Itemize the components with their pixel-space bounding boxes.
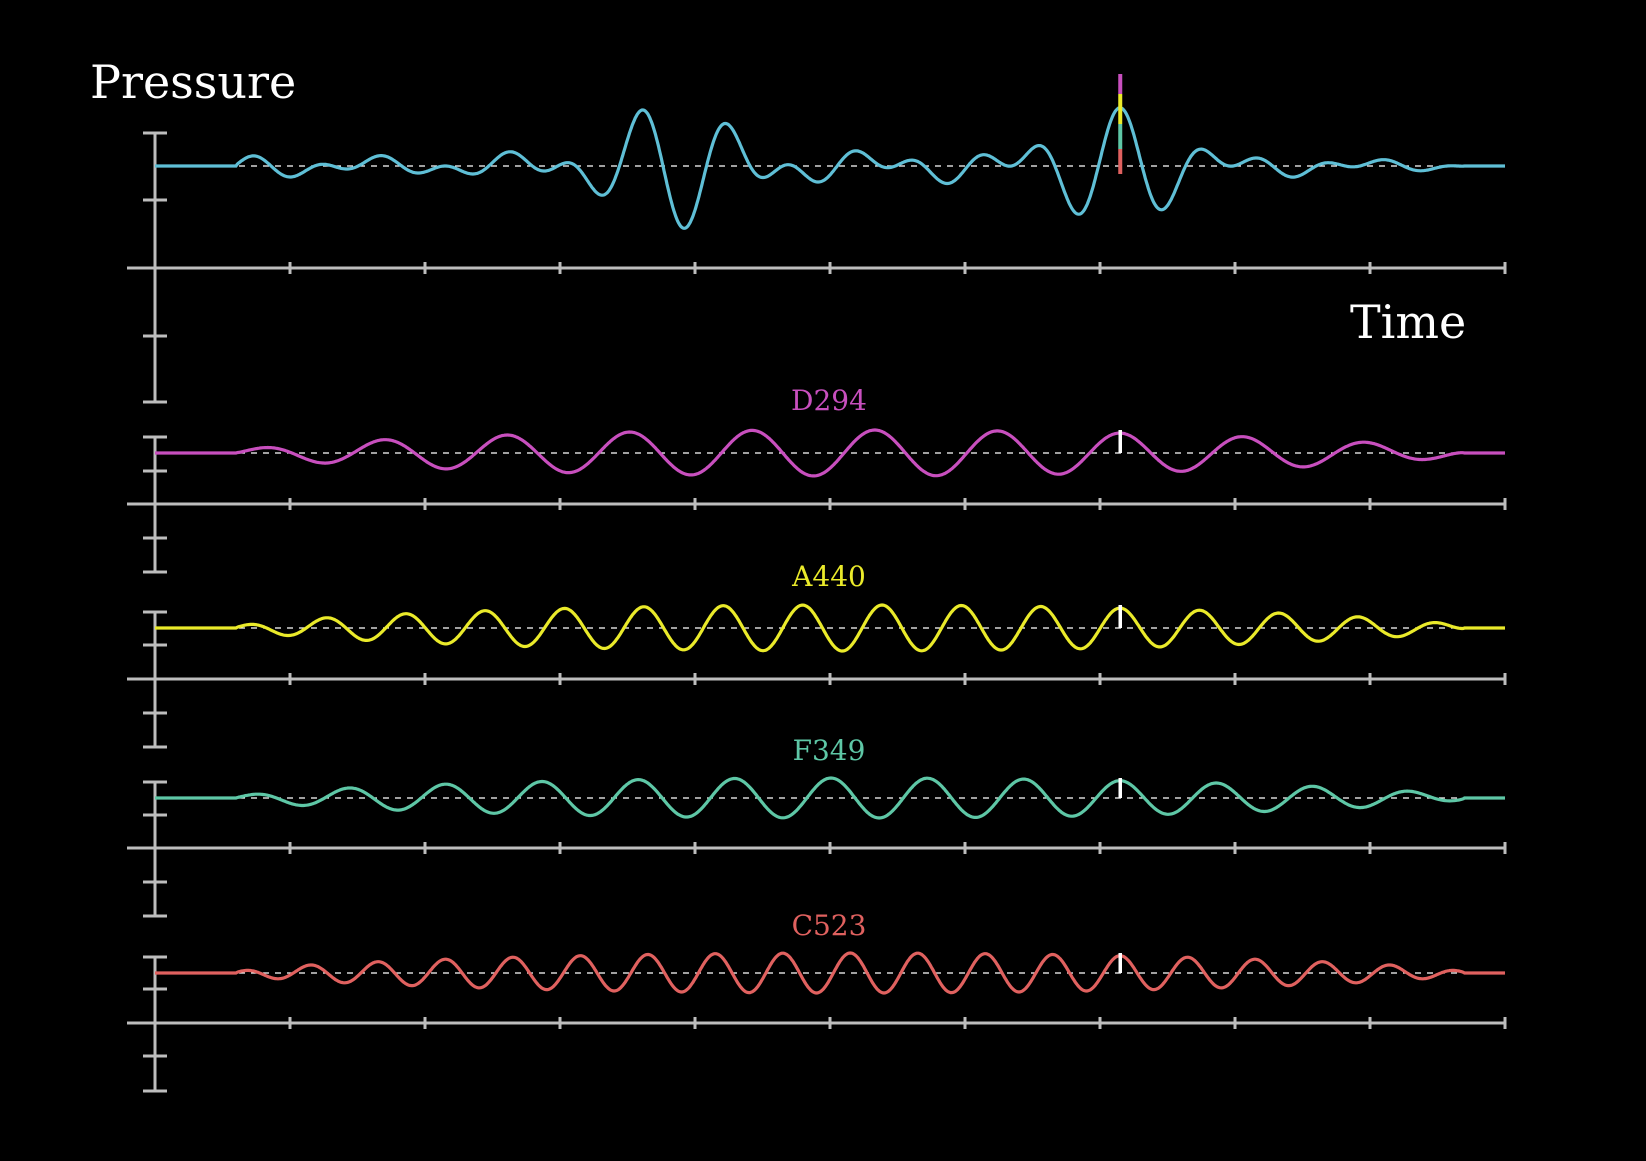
waveform-a440: [155, 603, 1505, 653]
waveform-d294: [155, 428, 1505, 478]
series-label-d294: D294: [791, 384, 867, 417]
panel-d294: [127, 428, 1507, 574]
waveform-sum: [155, 106, 1505, 230]
series-label-f349: F349: [793, 734, 866, 767]
series-label-a440: A440: [791, 560, 866, 593]
panel-c523: [127, 951, 1507, 1093]
series-label-c523: C523: [792, 909, 867, 942]
y-axis-label: Pressure: [90, 55, 296, 109]
x-axis-label: Time: [1350, 295, 1466, 349]
waveform-c523: [155, 951, 1505, 995]
waveform-f349: [155, 776, 1505, 820]
panel-sum: [127, 74, 1507, 404]
plots-group: [127, 74, 1507, 1093]
panel-f349: [127, 776, 1507, 918]
panel-a440: [127, 603, 1507, 749]
